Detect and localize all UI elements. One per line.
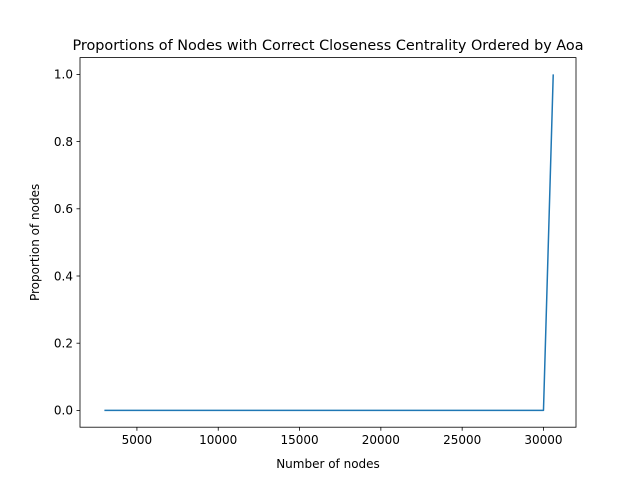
y-tick-label: 1.0 — [54, 68, 73, 82]
plot-frame — [79, 57, 577, 428]
y-axis-label: Proportion of nodes — [28, 184, 42, 301]
y-tick-label: 0.6 — [54, 202, 73, 216]
x-axis: 5000 10000 15000 20000 25000 30000 — [122, 427, 563, 447]
y-axis: 0.0 0.2 0.4 0.6 0.8 1.0 — [54, 68, 80, 418]
series-line-0 — [104, 74, 554, 412]
x-tick-label: 30000 — [524, 433, 562, 447]
x-tick-label: 20000 — [362, 433, 400, 447]
y-tick-label: 0.8 — [54, 135, 73, 149]
y-tick-label: 0.4 — [54, 269, 73, 283]
y-tick-label: 0.2 — [54, 337, 73, 351]
x-tick-label: 10000 — [199, 433, 237, 447]
x-tick-label: 15000 — [280, 433, 318, 447]
y-tick-label: 0.0 — [54, 404, 73, 418]
x-axis-label: Number of nodes — [276, 457, 380, 471]
x-tick-label: 5000 — [122, 433, 153, 447]
x-tick-label: 25000 — [443, 433, 481, 447]
chart-title: Proportions of Nodes with Correct Closen… — [72, 38, 583, 54]
plot-area — [104, 74, 554, 412]
